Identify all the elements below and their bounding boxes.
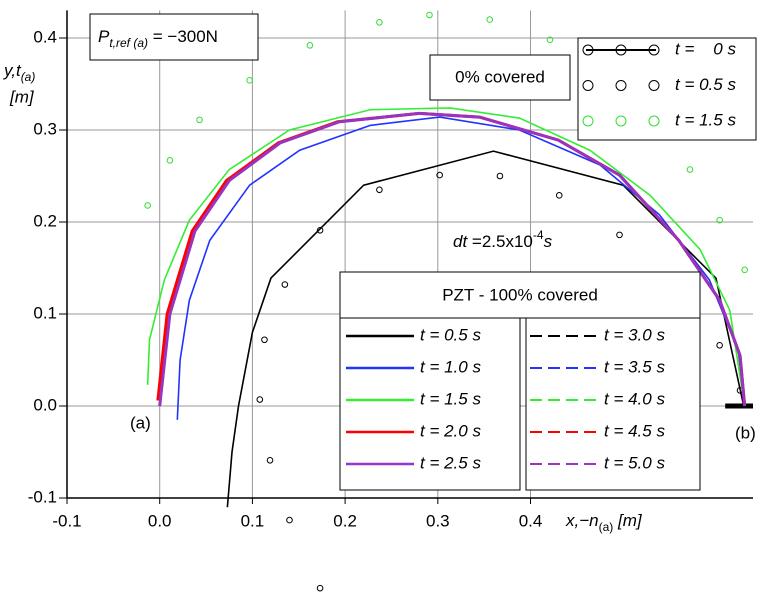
marker [261, 336, 268, 344]
x-tick-label: 0.1 [241, 511, 265, 530]
marker [686, 166, 694, 173]
marker [246, 77, 253, 84]
marker [306, 42, 314, 49]
legend-label: t = 0.5 s [420, 325, 481, 344]
legend-title: PZT - 100% covered [442, 285, 598, 304]
annotation-box [89, 13, 259, 61]
y-label-main: y,t [3, 61, 22, 80]
legend-marker [582, 80, 594, 91]
curves [144, 11, 753, 592]
dt-sup: -4 [533, 228, 544, 242]
x-tick-label: 0.2 [333, 511, 357, 530]
series-line [176, 116, 746, 420]
dt-rest: =2.5x10 [467, 232, 533, 251]
marker [256, 396, 264, 403]
y-label-sub: (a) [21, 70, 36, 84]
legend-marker [648, 115, 660, 127]
marker [281, 281, 289, 288]
dt-main: dt [453, 232, 468, 251]
point-label: (b) [735, 423, 756, 442]
y-tick-label: 0.2 [33, 211, 57, 230]
legend-label: t = 1.0 s [420, 357, 481, 376]
y-axis-label: y,t(a) [3, 61, 35, 84]
marker [196, 116, 203, 124]
legend-label: t = 4.0 s [604, 389, 665, 408]
annotation-sub: t,ref (a) [109, 36, 148, 50]
marker [316, 584, 324, 592]
marker [716, 341, 723, 349]
x-tick-label: 0.4 [519, 511, 543, 530]
point-label: (a) [130, 413, 151, 432]
marker [376, 186, 383, 194]
legend-marker [648, 44, 660, 56]
legend-marker [615, 44, 627, 56]
marker [616, 231, 623, 239]
y-tick-label: 0.4 [33, 27, 57, 46]
y-tick-label: 0.1 [33, 303, 57, 322]
legend-label: t = 4.5 s [604, 421, 665, 440]
marker [496, 172, 504, 180]
x-label-sub: (a) [599, 520, 614, 534]
legend-box [525, 317, 701, 491]
series-line [158, 112, 746, 407]
x-tick-label: 0.0 [148, 511, 172, 530]
marker [716, 216, 723, 224]
legend-box [339, 317, 521, 491]
legend-title-box [429, 54, 571, 101]
y-tick-label: 0.3 [33, 119, 57, 138]
marker [266, 456, 274, 464]
legend-label: t = 0 s [675, 39, 736, 58]
x-label-main: x,−n [565, 511, 599, 530]
marker [426, 11, 433, 19]
marker [316, 226, 324, 234]
legend-marker [648, 80, 660, 91]
legend-title-box [339, 271, 701, 319]
dt-unit: s [544, 232, 553, 251]
legend-marker [582, 44, 594, 56]
legend-box [577, 37, 757, 141]
x-axis-label: x,−n(a) [m] [565, 511, 643, 534]
annotation: Pt,ref (a) = −300N [98, 27, 218, 50]
marker [286, 516, 293, 524]
series-line [146, 107, 746, 407]
dt-annotation: dt =2.5x10-4s [453, 228, 553, 251]
y-tick-label: 0.0 [33, 395, 57, 414]
legend-label: t = 0.5 s [675, 75, 736, 94]
annotation-rest: = −300N [148, 27, 218, 46]
marker [555, 192, 563, 199]
legend-label: t = 2.5 s [420, 453, 481, 472]
legend-label: t = 2.0 s [420, 421, 481, 440]
marker [546, 36, 554, 44]
legend-title: 0% covered [455, 67, 545, 86]
marker [741, 266, 748, 274]
x-label-unit: [m] [613, 511, 643, 530]
y-tick-label: -0.1 [28, 487, 57, 506]
x-tick-label: 0.3 [426, 511, 450, 530]
legend-label: t = 1.5 s [675, 110, 736, 129]
legend-label: t = 3.5 s [604, 357, 665, 376]
legends: 0% covered t = 0 s t = 0.5 s t = 1.5 s PZT -… [339, 37, 757, 491]
marker [144, 202, 151, 209]
marker [166, 157, 174, 164]
legend-label: t = 5.0 s [604, 453, 665, 472]
annotation-main: P [98, 27, 110, 46]
legend-label: t = 3.0 s [604, 325, 665, 344]
marker [436, 171, 443, 179]
legend-marker [582, 115, 594, 127]
legend-marker [615, 80, 627, 91]
marker [486, 16, 494, 23]
legend-marker [615, 115, 627, 127]
x-tick-label: -0.1 [52, 511, 81, 530]
y-label-unit: [m] [9, 87, 35, 106]
legend-label: t = 1.5 s [420, 389, 481, 408]
marker [376, 19, 383, 26]
